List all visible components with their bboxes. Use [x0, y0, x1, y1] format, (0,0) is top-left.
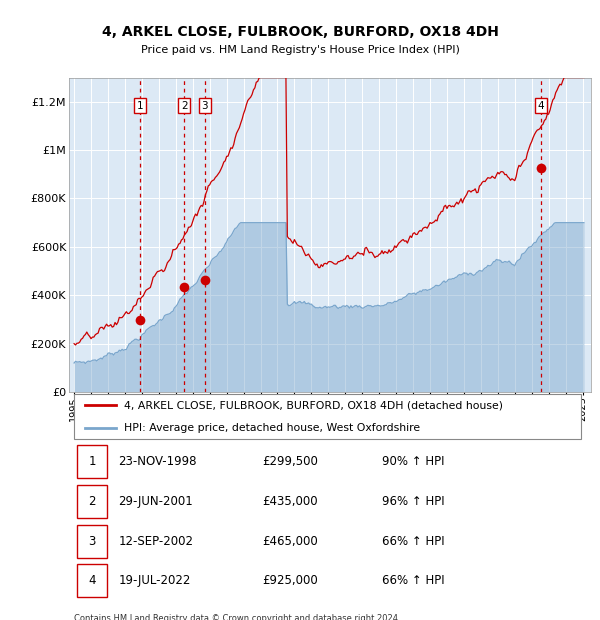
Text: £435,000: £435,000 [262, 495, 318, 508]
Text: 4, ARKEL CLOSE, FULBROOK, BURFORD, OX18 4DH (detached house): 4, ARKEL CLOSE, FULBROOK, BURFORD, OX18 … [124, 400, 503, 410]
Text: 96% ↑ HPI: 96% ↑ HPI [382, 495, 445, 508]
Text: 2: 2 [88, 495, 96, 508]
Text: Price paid vs. HM Land Registry's House Price Index (HPI): Price paid vs. HM Land Registry's House … [140, 45, 460, 55]
Text: Contains HM Land Registry data © Crown copyright and database right 2024.: Contains HM Land Registry data © Crown c… [74, 614, 401, 620]
Text: 19-JUL-2022: 19-JUL-2022 [119, 574, 191, 587]
Text: £299,500: £299,500 [262, 455, 318, 468]
Text: 2: 2 [181, 101, 187, 111]
FancyBboxPatch shape [77, 485, 107, 518]
FancyBboxPatch shape [77, 445, 107, 478]
FancyBboxPatch shape [74, 394, 581, 439]
Text: 3: 3 [202, 101, 208, 111]
Text: 66% ↑ HPI: 66% ↑ HPI [382, 574, 445, 587]
Text: 4: 4 [538, 101, 544, 111]
Text: 4, ARKEL CLOSE, FULBROOK, BURFORD, OX18 4DH: 4, ARKEL CLOSE, FULBROOK, BURFORD, OX18 … [101, 25, 499, 39]
FancyBboxPatch shape [77, 525, 107, 557]
Text: 4: 4 [88, 574, 96, 587]
Text: 3: 3 [88, 534, 95, 547]
Text: 12-SEP-2002: 12-SEP-2002 [119, 534, 194, 547]
Text: £925,000: £925,000 [262, 574, 318, 587]
FancyBboxPatch shape [77, 564, 107, 597]
Text: HPI: Average price, detached house, West Oxfordshire: HPI: Average price, detached house, West… [124, 423, 420, 433]
Text: 1: 1 [137, 101, 143, 111]
Text: 66% ↑ HPI: 66% ↑ HPI [382, 534, 445, 547]
Text: 23-NOV-1998: 23-NOV-1998 [119, 455, 197, 468]
Text: £465,000: £465,000 [262, 534, 318, 547]
Text: 1: 1 [88, 455, 96, 468]
Text: 29-JUN-2001: 29-JUN-2001 [119, 495, 193, 508]
Text: 90% ↑ HPI: 90% ↑ HPI [382, 455, 445, 468]
